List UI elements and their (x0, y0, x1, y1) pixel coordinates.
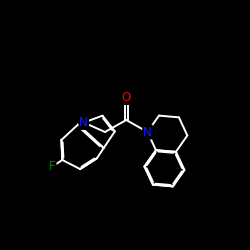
Text: F: F (49, 160, 56, 173)
Text: N: N (80, 116, 88, 129)
Text: O: O (122, 91, 131, 104)
Text: N: N (143, 126, 152, 138)
